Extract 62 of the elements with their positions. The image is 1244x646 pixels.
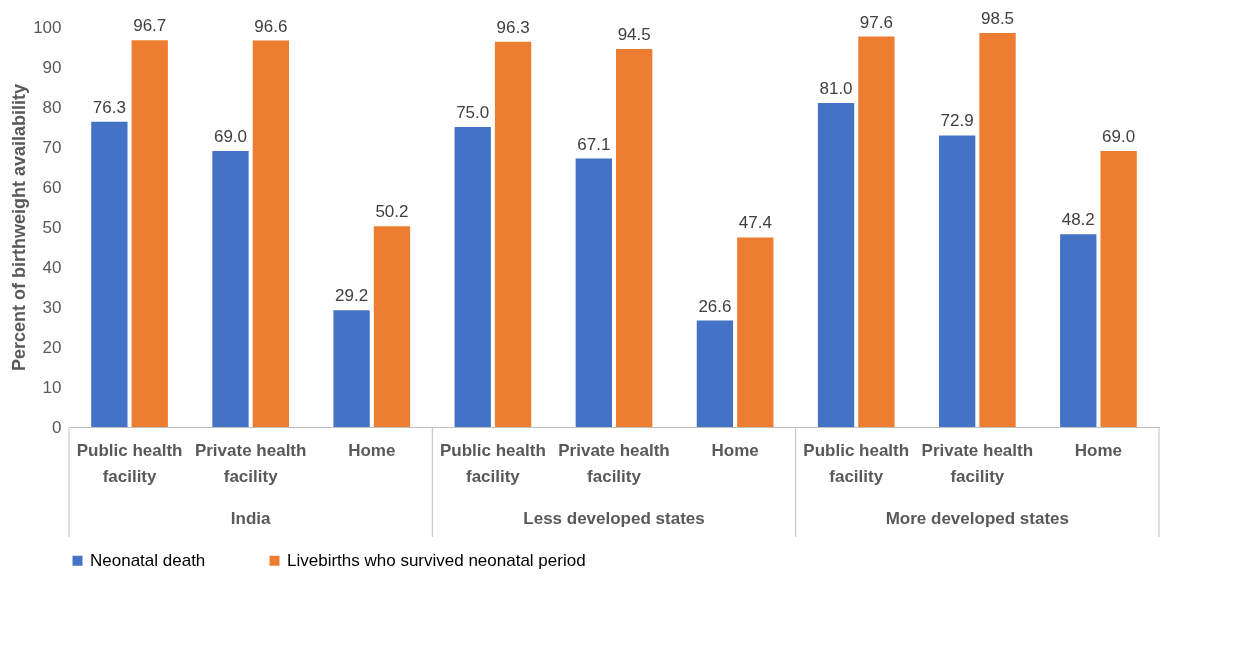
bar: [131, 40, 168, 427]
bar: [858, 36, 895, 427]
data-label: 69.0: [213, 127, 248, 146]
text: Less developed states: [523, 509, 705, 528]
text: More developed states: [885, 509, 1069, 528]
bar: [696, 320, 734, 427]
data-label: 72.9: [940, 111, 974, 131]
bar: [454, 127, 491, 427]
data-label: 76.3: [92, 97, 126, 117]
bar: [1100, 151, 1137, 427]
y-tick-label: 50: [42, 217, 62, 237]
bar: [575, 158, 612, 427]
data-label: 81.0: [819, 79, 853, 98]
data-label: 96.6: [254, 16, 288, 36]
data-label: 96.7: [133, 16, 167, 36]
data-label: 29.2: [335, 286, 369, 306]
bar: [91, 121, 128, 427]
bar: [817, 103, 855, 427]
x-tick-label: Private health facility: [558, 441, 670, 486]
x-tick-label: Public health facility: [439, 441, 546, 486]
y-tick-label: 100: [33, 17, 62, 37]
bar: [252, 40, 290, 427]
data-label: 75.0: [456, 103, 490, 122]
y-axis-title: Percent of birthweight availability: [9, 83, 30, 372]
data-label: 48.2: [1061, 210, 1095, 230]
bar: [373, 226, 411, 427]
x-tick-label: Home: [1074, 441, 1123, 460]
x-tick-label: Home: [348, 441, 396, 460]
y-tick-label: 60: [42, 177, 62, 197]
bar: [616, 49, 653, 427]
data-label: 98.5: [980, 9, 1015, 28]
x-tick-label: Home: [711, 441, 759, 460]
data-label: 26.6: [698, 296, 732, 316]
x-tick-label: Private health facility: [194, 441, 307, 486]
data-label: 96.3: [496, 17, 530, 37]
y-tick-label: 80: [42, 97, 62, 117]
text: India: [230, 509, 272, 528]
data-label: 97.6: [859, 12, 893, 32]
bar: [938, 135, 976, 427]
legend-label: Livebirths who survived neonatal period: [287, 550, 586, 570]
y-tick-label: 40: [42, 257, 62, 277]
y-tick-label: 30: [42, 297, 62, 317]
bar: [333, 310, 370, 427]
data-label: 67.1: [577, 134, 611, 154]
data-label: 50.2: [375, 202, 409, 222]
bar: [494, 41, 532, 427]
y-tick-label: 70: [42, 137, 62, 157]
data-label: 94.5: [617, 25, 651, 44]
bar: [212, 151, 249, 427]
x-tick-label: Private health facility: [921, 441, 1034, 486]
data-label: 69.0: [1102, 127, 1136, 146]
y-tick-label: 20: [42, 337, 62, 357]
y-tick-label: 0: [52, 417, 62, 437]
bar: [737, 237, 774, 427]
y-tick-label: 10: [42, 377, 62, 397]
x-tick-label: Public health facility: [803, 441, 910, 486]
bar: [1060, 234, 1097, 427]
data-label: 47.4: [738, 213, 772, 233]
legend-label: Neonatal death: [90, 550, 206, 570]
bar: [979, 33, 1016, 427]
x-tick-label: Public health facility: [76, 441, 183, 486]
y-tick-label: 90: [42, 57, 62, 77]
